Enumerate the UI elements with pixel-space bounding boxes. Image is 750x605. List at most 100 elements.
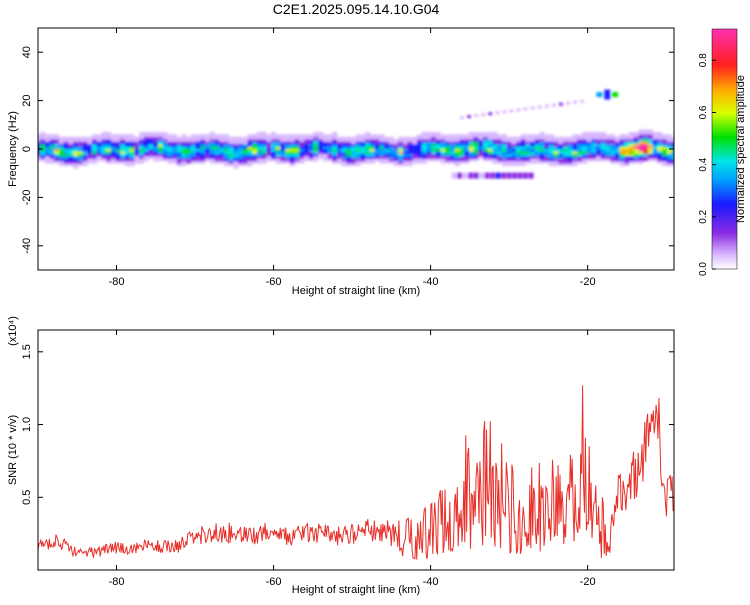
spectrogram-panel: -80 -60 -40 -20 -40 -20 0 20 40 Height of strai… bbox=[7, 27, 675, 297]
heatmap-cell bbox=[96, 134, 102, 140]
heatmap-cell bbox=[614, 136, 620, 142]
heatmap-cell bbox=[38, 134, 41, 140]
snr-y-tick-label: 0.5 bbox=[21, 490, 33, 505]
heatmap-cell bbox=[586, 131, 592, 138]
snr-y-multiplier: (x10⁴) bbox=[7, 316, 19, 346]
colorbar-tick-label: 0.0 bbox=[698, 262, 709, 276]
spectrogram-y-label: Frequency (Hz) bbox=[7, 111, 19, 187]
heatmap-cell bbox=[600, 131, 606, 138]
heatmap-cell bbox=[624, 134, 630, 140]
spectrogram-y-ticks: -40 -20 0 20 40 bbox=[21, 46, 674, 254]
heatmap-cell bbox=[591, 131, 597, 138]
heatmap-cell bbox=[134, 136, 140, 142]
heatmap-cell bbox=[530, 106, 535, 110]
heatmap-cell bbox=[327, 134, 333, 140]
heatmap-cell bbox=[256, 131, 262, 138]
heatmap-cell bbox=[435, 131, 441, 138]
heatmap-cell bbox=[523, 107, 528, 111]
heatmap-cell bbox=[512, 172, 518, 179]
heatmap-cell bbox=[596, 131, 602, 138]
heatmap-cell bbox=[40, 131, 46, 138]
heatmap-cell bbox=[200, 134, 206, 140]
spectrogram-x-tick-label: -60 bbox=[266, 276, 282, 288]
heatmap-cell bbox=[638, 129, 644, 135]
heatmap-cell bbox=[460, 116, 464, 120]
heatmap-cell bbox=[468, 172, 474, 179]
heatmap-cell bbox=[544, 104, 549, 108]
heatmap-cell bbox=[162, 131, 168, 138]
heatmap-cell bbox=[322, 134, 328, 140]
heatmap-cell bbox=[551, 103, 556, 107]
colorbar-tick-label: 0.4 bbox=[698, 157, 709, 171]
heatmap-cell bbox=[181, 134, 187, 140]
heatmap-cell bbox=[186, 136, 192, 142]
heatmap-cell bbox=[662, 134, 668, 140]
heatmap-cell bbox=[495, 172, 501, 179]
heatmap-cell bbox=[87, 136, 93, 142]
heatmap-cell bbox=[525, 134, 531, 140]
heatmap-cell bbox=[223, 134, 229, 140]
heatmap-cell bbox=[468, 131, 474, 138]
heatmap-cell bbox=[440, 134, 446, 140]
heatmap-cell bbox=[490, 172, 496, 179]
heatmap-cell bbox=[54, 134, 60, 140]
snr-x-tick-label: -20 bbox=[580, 576, 596, 588]
spectrogram-x-tick-label: -80 bbox=[109, 276, 125, 288]
snr-x-label: Height of straight line (km) bbox=[292, 584, 420, 596]
heatmap-cell bbox=[495, 111, 500, 115]
heatmap-cell bbox=[304, 134, 310, 140]
spectrogram-x-tick-label: -40 bbox=[423, 276, 439, 288]
heatmap-cell bbox=[462, 172, 468, 179]
heatmap-cell bbox=[633, 131, 639, 138]
heatmap-cell bbox=[511, 136, 517, 142]
heatmap-cell bbox=[478, 131, 484, 138]
heatmap-cell bbox=[467, 115, 472, 119]
heatmap-cell bbox=[426, 131, 432, 138]
heatmap-cell bbox=[643, 129, 649, 135]
heatmap-cell bbox=[110, 134, 116, 140]
heatmap-cell bbox=[139, 131, 145, 138]
heatmap-cell bbox=[68, 136, 74, 142]
heatmap-cell bbox=[195, 134, 201, 140]
heatmap-cell bbox=[318, 131, 324, 138]
heatmap-cell bbox=[450, 134, 456, 140]
snr-x-ticks: -80 -60 -40 -20 bbox=[109, 330, 596, 588]
heatmap-cell bbox=[351, 136, 357, 142]
spectrogram-y-tick-label: -20 bbox=[21, 189, 33, 205]
heatmap-cell bbox=[82, 136, 88, 142]
colorbar-tick-label: 0.6 bbox=[698, 105, 709, 119]
heatmap-cell bbox=[516, 136, 522, 142]
heatmap-cell bbox=[63, 136, 69, 142]
heatmap-cell bbox=[553, 136, 559, 142]
heatmap-cell bbox=[484, 172, 490, 179]
heatmap-cell bbox=[509, 109, 514, 113]
heatmap-cell bbox=[238, 136, 244, 142]
heatmap-cell bbox=[59, 136, 65, 142]
heatmap-cell bbox=[388, 136, 394, 142]
heatmap-cell bbox=[92, 134, 98, 140]
colorbar-ticks: 0.0 0.2 0.4 0.6 0.8 bbox=[698, 53, 716, 276]
heatmap-cell bbox=[407, 136, 413, 142]
heatmap-cell bbox=[563, 136, 569, 142]
heatmap-cell bbox=[539, 131, 545, 138]
heatmap-cell bbox=[190, 134, 196, 140]
heatmap-cell bbox=[506, 172, 512, 179]
heatmap-cell bbox=[44, 134, 50, 140]
heatmap-cell bbox=[528, 172, 534, 179]
heatmap-cell bbox=[523, 172, 529, 179]
colorbar-tick-label: 0.8 bbox=[698, 53, 709, 67]
heatmap-cell bbox=[261, 131, 267, 138]
spectrogram-y-tick-label: 0 bbox=[21, 146, 33, 152]
colorbar-label: Normalized spectral amplitude bbox=[735, 75, 747, 223]
heatmap-cell bbox=[566, 101, 570, 105]
heatmap-cell bbox=[517, 172, 523, 179]
heatmap-cell bbox=[167, 134, 173, 140]
heatmap-cell bbox=[612, 92, 619, 98]
heatmap-cell bbox=[604, 94, 611, 100]
heatmap-cell bbox=[73, 136, 79, 142]
heatmap-cell bbox=[252, 134, 258, 140]
heatmap-cell bbox=[581, 131, 587, 138]
heatmap-cell bbox=[148, 131, 154, 138]
heatmap-cell bbox=[308, 134, 314, 140]
